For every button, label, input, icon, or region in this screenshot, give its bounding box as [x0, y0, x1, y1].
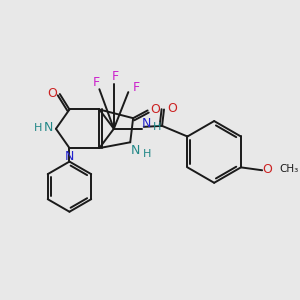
Text: F: F: [93, 76, 100, 89]
Text: O: O: [262, 163, 272, 176]
Text: H: H: [33, 123, 42, 133]
Text: O: O: [150, 103, 160, 116]
Text: O: O: [167, 102, 177, 115]
Text: F: F: [133, 81, 140, 94]
Text: H: H: [153, 122, 161, 132]
Text: F: F: [112, 70, 119, 83]
Text: N: N: [142, 118, 151, 130]
Text: N: N: [44, 121, 53, 134]
Text: N: N: [65, 150, 74, 163]
Text: H: H: [142, 149, 151, 159]
Text: CH₃: CH₃: [280, 164, 299, 174]
Text: O: O: [47, 87, 57, 100]
Text: N: N: [130, 145, 140, 158]
